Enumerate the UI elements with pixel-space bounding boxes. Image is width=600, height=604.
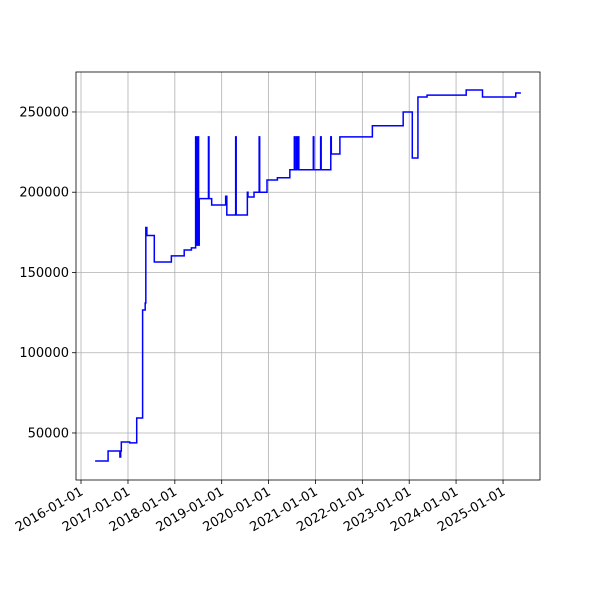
y-tick-label: 200000 (19, 186, 69, 201)
y-tick-label: 150000 (19, 266, 69, 281)
plot-frame (75, 71, 541, 481)
data-line (95, 89, 521, 462)
y-tick-label: 100000 (19, 346, 69, 361)
y-tick-label: 250000 (19, 105, 69, 120)
y-tick-label: 50000 (28, 426, 69, 441)
